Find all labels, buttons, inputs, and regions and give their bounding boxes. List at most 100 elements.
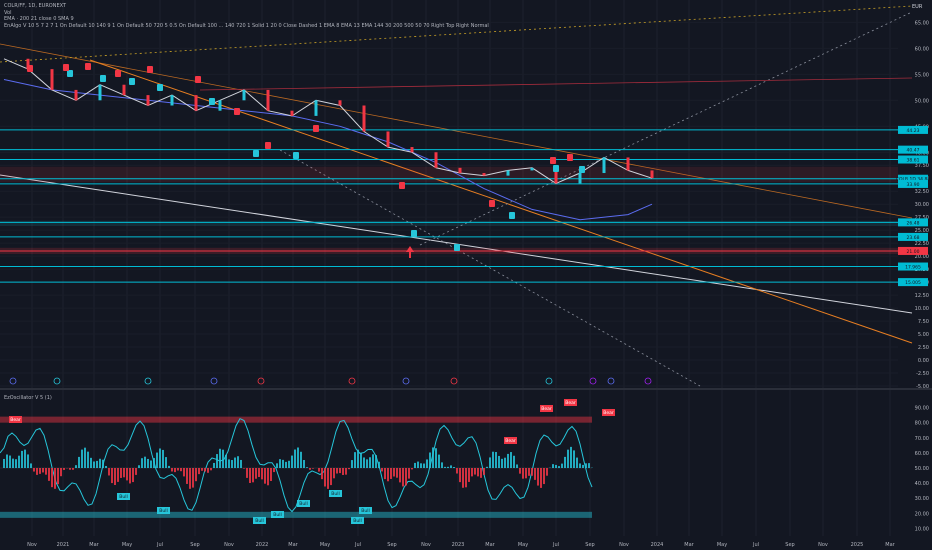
bear-label-box	[602, 409, 615, 416]
oscillator-histogram-bar	[213, 462, 215, 468]
time-axis-tick: Mar	[89, 542, 99, 548]
pane-separator[interactable]	[0, 388, 932, 390]
price-candle	[194, 95, 198, 111]
oscillator-histogram-bar	[525, 468, 527, 479]
oscillator-histogram-bar	[486, 466, 488, 468]
oscillator-histogram-bar	[408, 468, 410, 479]
oscillator-histogram-bar	[333, 468, 335, 479]
oscillator-histogram-bar	[501, 458, 503, 468]
price-tag-label: 15.005	[905, 280, 921, 286]
oscillator-histogram-bar	[570, 446, 572, 468]
price-axis-tick: 12.50	[915, 293, 929, 299]
oscillator-histogram-bar	[186, 468, 188, 484]
bull-label-box	[117, 493, 130, 500]
oscillator-histogram-bar	[369, 457, 371, 468]
oscillator-histogram-bar	[162, 449, 164, 468]
price-axis-tick: 20.00	[915, 254, 929, 260]
oscillator-histogram-bar	[36, 468, 38, 475]
oscillator-histogram-bar	[441, 462, 443, 468]
time-axis-tick: Mar	[485, 542, 495, 548]
oscillator-histogram-bar	[528, 468, 530, 476]
oscillator-histogram-bar	[270, 468, 272, 481]
oscillator-histogram-bar	[177, 468, 179, 471]
oscillator-histogram-bar	[258, 468, 260, 477]
oscillator-histogram-bar	[561, 463, 563, 468]
price-tag-label: 33.90	[907, 182, 920, 188]
oscillator-histogram-bar	[468, 468, 470, 482]
oscillator-histogram-bar	[21, 450, 23, 468]
oscillator-histogram-bar	[108, 468, 110, 476]
oscillator-histogram-bar	[375, 455, 377, 468]
time-axis-tick: 2023	[452, 542, 465, 548]
oscillator-histogram-bar	[372, 454, 374, 468]
time-axis-tick: 2024	[651, 542, 664, 548]
ema-legend[interactable]: EMA · 200 21 close 0 SMA 9	[4, 16, 74, 22]
oscillator-histogram-bar	[39, 468, 41, 474]
bull-label: Bull	[119, 494, 127, 500]
bull-label-box	[271, 511, 284, 518]
oscillator-histogram-bar	[396, 468, 398, 478]
time-axis-tick: Mar	[885, 542, 895, 548]
price-candle	[650, 170, 654, 179]
trend-line-orange	[89, 59, 913, 344]
oscillator-histogram-bar	[345, 468, 347, 475]
time-axis-tick: Jul	[156, 542, 163, 548]
bull-label: Bull	[159, 508, 167, 514]
oscillator-histogram-bar	[126, 468, 128, 481]
oscillator-histogram-bar	[90, 457, 92, 468]
price-tag	[898, 125, 928, 134]
indicator-legend[interactable]: EnAlgo V 10 5 7 2 7 1 On Default 10 140 …	[4, 22, 489, 29]
event-icon	[450, 377, 458, 385]
oscillator-histogram-bar	[240, 459, 242, 468]
oscillator-histogram-bar	[201, 468, 203, 471]
oscillator-histogram-bar	[111, 468, 113, 484]
sell-marker	[147, 66, 153, 73]
price-candle	[458, 167, 462, 174]
oscillator-histogram-bar	[588, 463, 590, 468]
oscillator-histogram-bar	[384, 468, 386, 480]
oscillator-histogram-bar	[120, 468, 122, 478]
buy-marker	[129, 78, 135, 85]
time-axis-tick: Mar	[288, 542, 298, 548]
price-tag-label: 40.47	[907, 148, 920, 154]
price-candle	[50, 69, 54, 90]
time-axis-tick: Sep	[190, 542, 199, 548]
oscillator-histogram-bar	[540, 468, 542, 488]
oscillator-histogram-bar	[489, 457, 491, 468]
buy-marker	[454, 244, 460, 251]
oscillator-histogram-bar	[210, 468, 212, 471]
oscillator-histogram-bar	[495, 452, 497, 468]
oscillator-histogram-bar	[150, 460, 152, 468]
oscillator-histogram-bar	[552, 464, 554, 468]
volume-legend[interactable]: Vol	[4, 9, 12, 16]
event-icon	[607, 377, 615, 385]
oscillator-axis-tick: 50.00	[915, 466, 929, 472]
event-icon	[589, 377, 597, 385]
bull-label-box	[329, 490, 342, 497]
oscillator-histogram-bar	[405, 468, 407, 486]
price-line	[3, 58, 653, 184]
sell-marker	[567, 154, 573, 161]
trend-line-dotted-gray	[419, 11, 913, 246]
oscillator-lower-band	[0, 511, 592, 518]
oscillator-histogram-bar	[159, 448, 161, 468]
price-candle	[434, 152, 438, 168]
oscillator-histogram-bar	[102, 459, 104, 468]
price-candle	[218, 100, 222, 111]
buy-marker	[411, 230, 417, 237]
oscillator-title[interactable]: EzOscillator V 5 (1)	[4, 395, 52, 401]
oscillator-histogram-bar	[57, 468, 59, 485]
bear-label-box	[564, 399, 577, 406]
buy-marker	[553, 165, 559, 172]
sell-marker	[195, 76, 201, 83]
price-candle	[290, 110, 294, 116]
oscillator-axis-tick: 90.00	[915, 406, 929, 412]
oscillator-histogram-bar	[558, 466, 560, 468]
oscillator-histogram-bar	[309, 468, 311, 470]
symbol-line[interactable]: COLR/FF, 1D, EURONEXT	[4, 3, 67, 9]
oscillator-histogram-bar	[324, 468, 326, 487]
price-tag	[898, 174, 928, 183]
oscillator-histogram-bar	[234, 457, 236, 468]
bull-label: Bull	[299, 501, 307, 507]
time-axis-tick: Sep	[387, 542, 396, 548]
